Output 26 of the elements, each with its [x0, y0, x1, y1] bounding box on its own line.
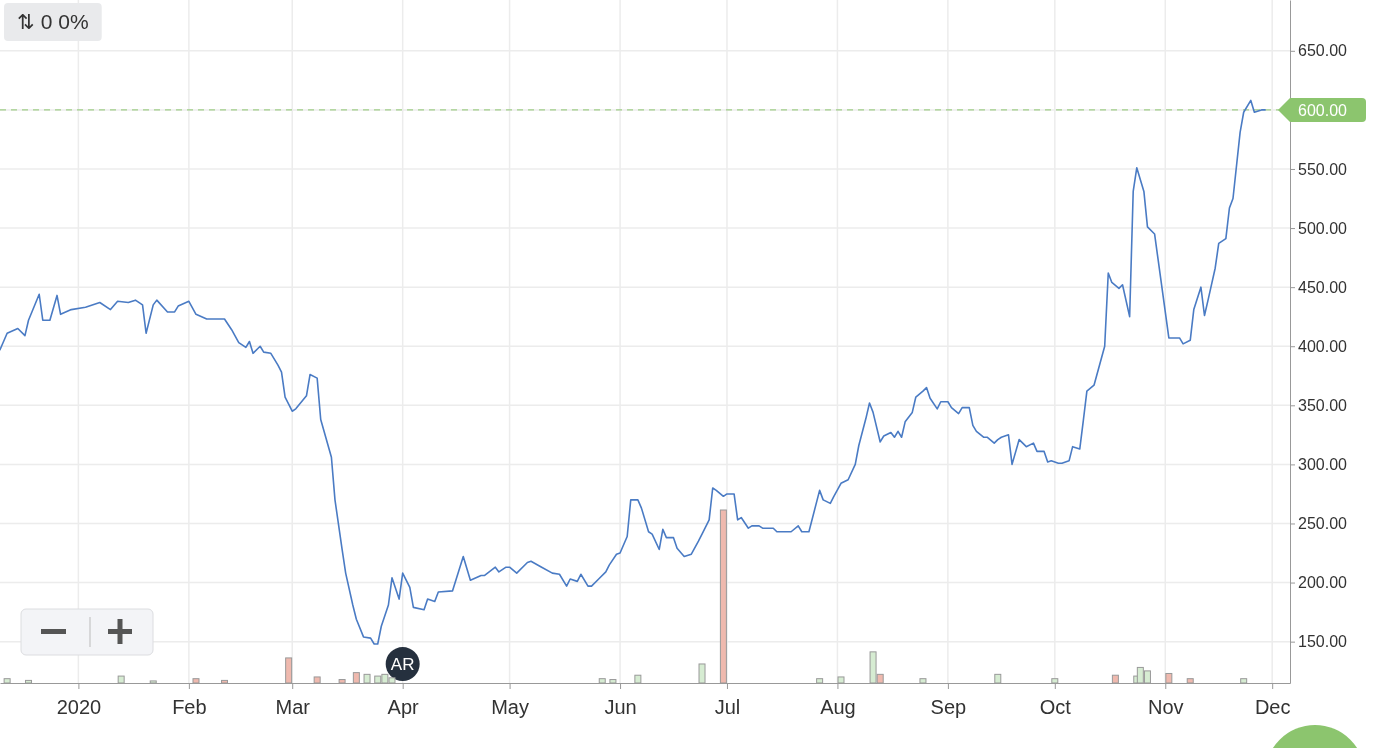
y-tick-label: 200.00 — [1298, 574, 1348, 592]
annotation: AR — [390, 655, 415, 675]
x-tick-label: Dec — [1254, 696, 1291, 718]
y-tick-label: 400.00 — [1298, 337, 1348, 355]
y-tick-label: 250.00 — [1298, 515, 1348, 533]
annotation: ⇅ 0 0% — [17, 10, 89, 33]
ref-line-label: 600.00 — [1298, 101, 1348, 119]
x-tick-label: May — [491, 696, 529, 718]
x-tick-label: Oct — [1039, 696, 1072, 718]
x-tick-label: 2020 — [56, 696, 102, 718]
y-tick-label: 300.00 — [1298, 456, 1348, 474]
y-tick-label: 450.00 — [1298, 278, 1348, 296]
line-series — [0, 99, 1266, 645]
x-tick-label: Jul — [714, 696, 741, 718]
x-tick-label: Nov — [1147, 696, 1184, 718]
y-tick-label: 150.00 — [1298, 633, 1348, 651]
x-tick-label: Feb — [172, 696, 207, 718]
x-tick-label: Aug — [820, 696, 856, 718]
x-tick-label: Apr — [387, 696, 420, 718]
x-tick-label: Sep — [930, 696, 967, 718]
x-tick-label: Jun — [604, 696, 637, 718]
y-tick-label: 550.00 — [1298, 160, 1348, 178]
y-tick-label: 350.00 — [1298, 396, 1348, 414]
x-tick-label: Mar — [275, 696, 311, 718]
y-tick-label: 650.00 — [1298, 42, 1348, 60]
y-tick-label: 500.00 — [1298, 219, 1348, 237]
